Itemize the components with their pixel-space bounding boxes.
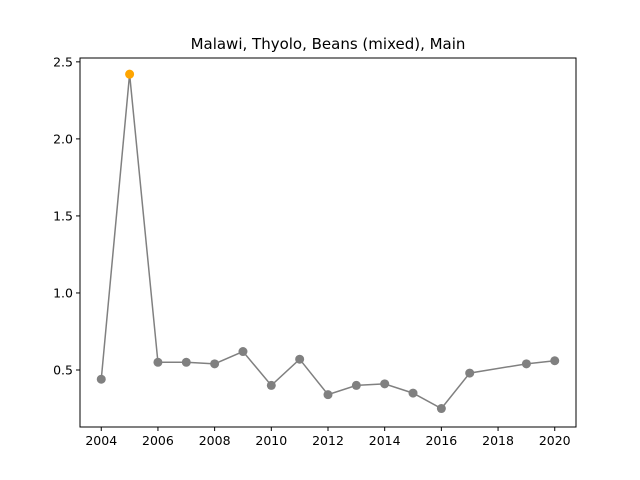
x-tick-label: 2014 (369, 433, 401, 448)
x-axis: 2004 2006 2008 2010 2012 2014 2016 2018 2020 (85, 427, 571, 448)
y-tick-label: 0.5 (53, 362, 73, 377)
x-tick-label: 2018 (482, 433, 514, 448)
data-point (238, 347, 248, 357)
data-point (266, 380, 276, 390)
y-tick-label: 1.5 (53, 208, 73, 223)
data-point (153, 357, 163, 367)
data-point (408, 388, 418, 398)
data-point (295, 354, 305, 364)
x-tick-label: 2006 (142, 433, 174, 448)
data-point (181, 357, 191, 367)
axes-frame (79, 57, 577, 428)
data-point-highlight (125, 69, 135, 79)
chart-title: Malawi, Thyolo, Beans (mixed), Main (191, 35, 466, 53)
series-line (100, 74, 555, 410)
data-point (380, 379, 390, 389)
x-tick-label: 2010 (255, 433, 287, 448)
data-point (323, 390, 333, 400)
x-tick-label: 2008 (199, 433, 231, 448)
data-point (436, 404, 446, 414)
x-tick-label: 2004 (85, 433, 117, 448)
x-tick-label: 2016 (425, 433, 457, 448)
plot-area (96, 69, 560, 414)
data-point (550, 356, 560, 366)
y-tick-label: 2.5 (53, 54, 73, 69)
data-point (521, 359, 531, 369)
data-point (210, 359, 220, 369)
y-tick-label: 1.0 (53, 285, 73, 300)
x-tick-label: 2012 (312, 433, 344, 448)
data-point (465, 368, 475, 378)
data-point (351, 380, 361, 390)
y-tick-label: 2.0 (53, 131, 73, 146)
data-point (96, 374, 106, 384)
x-tick-label: 2020 (539, 433, 571, 448)
y-axis: 0.5 1.0 1.5 2.0 2.5 (53, 54, 80, 377)
